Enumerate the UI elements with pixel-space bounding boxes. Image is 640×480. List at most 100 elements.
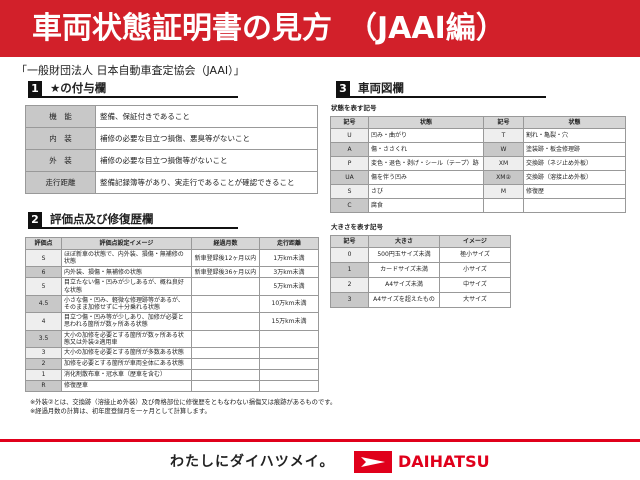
- row-text: 補修の必要な目立つ損傷等がないこと: [95, 149, 318, 172]
- score: 1: [25, 368, 62, 381]
- column-header: 記号: [483, 116, 524, 129]
- column-header: 状態: [368, 116, 484, 129]
- table-row: 外 装補修の必要な目立つ損傷等がないこと: [25, 149, 318, 172]
- right-column: 3 車両図欄 状態を表す記号 記号 状態 記号 状態 U 凹み・曲がり T 割れ・亀裂・穴 A 傷・…: [330, 80, 626, 308]
- symbol: 0: [330, 247, 369, 263]
- size: カードサイズ未満: [368, 262, 440, 278]
- header-row: 記号 大きさ イメージ: [330, 235, 511, 248]
- table-row: 1 カードサイズ未満 小サイズ: [330, 262, 511, 278]
- table-row: 2 加修を必要とする箇所が車両全体にある状態: [25, 357, 319, 370]
- mileage: [259, 357, 319, 370]
- table-row: UA 傷を伴う凹み XM② 交換跡（溶接止め外板）: [330, 170, 626, 185]
- months: [191, 277, 260, 296]
- size-label: 大きさを表す記号: [331, 223, 383, 231]
- image: 極小サイズ: [439, 247, 511, 263]
- condition: 塗装跡・板金修理跡: [523, 142, 626, 157]
- image: 小サイズ: [439, 262, 511, 278]
- daihatsu-emblem-icon: [354, 451, 392, 473]
- row-label: 走行距離: [25, 171, 96, 194]
- symbol: T: [483, 128, 524, 143]
- symbol: 2: [330, 277, 369, 293]
- table-row: S ほぼ新車の状態で、内外装、損傷・無補修の状態 新車登録後12ヶ月以内 1万km未満: [25, 248, 319, 268]
- symbol: M: [483, 184, 524, 199]
- table-row: A 傷・ささくれ W 塗装跡・板金修理跡: [330, 142, 626, 157]
- symbol: C: [330, 198, 369, 213]
- table-row: 2 A4サイズ未満 中サイズ: [330, 277, 511, 293]
- column-header: 記号: [330, 116, 369, 129]
- organization-name: 「一般財団法人 日本自動車査定協会（JAAI）」: [16, 64, 245, 77]
- mileage: [259, 379, 319, 392]
- score: R: [25, 379, 62, 392]
- table-row: 5 目立たない傷・凹みが少しあるが、概ね良好な状態 5万km未満: [25, 277, 319, 296]
- months: [191, 368, 260, 381]
- score: 3: [25, 346, 62, 359]
- column-header: 記号: [330, 235, 369, 248]
- section1-heading: 1 ★の付与欄: [28, 80, 238, 98]
- condition: 変色・退色・剥げ・シール（テープ）跡: [368, 156, 484, 171]
- table-row: U 凹み・曲がり T 割れ・亀裂・穴: [330, 128, 626, 143]
- header-row: 記号 状態 記号 状態: [330, 116, 626, 129]
- symbol: UA: [330, 170, 369, 185]
- row-label: 外 装: [25, 149, 96, 172]
- section-title: ★の付与欄: [50, 81, 107, 95]
- condition: [523, 198, 626, 213]
- note: ※外装②とは、交換跡（溶接止め外装）及び骨格部位に修復歴をともなわない損傷又は痕…: [30, 398, 337, 406]
- header-row: 評価点 評価点設定イメージ 経過月数 走行距離: [25, 237, 319, 250]
- section-number: 3: [336, 80, 350, 96]
- condition: 割れ・亀裂・穴: [523, 128, 626, 143]
- section2-heading: 2 評価点及び修復歴欄: [28, 211, 238, 229]
- mileage: [259, 329, 319, 348]
- condition: 傷を伴う凹み: [368, 170, 484, 185]
- left-column: 1 ★の付与欄 機 能整備、保証付きであること内 装補修の必要な目立つ損傷、悪臭等…: [25, 80, 336, 416]
- table-row: 走行距離 整備記録簿等があり、実走行であることが確認できること: [25, 171, 318, 194]
- description: 目立たない傷・凹みが少しあるが、概ね良好な状態: [61, 277, 192, 296]
- table-row: 内 装補修の必要な目立つ損傷、悪臭等がないこと: [25, 127, 318, 150]
- mileage: [259, 346, 319, 359]
- symbol: XM: [483, 156, 524, 171]
- condition-table: 記号 状態 記号 状態 U 凹み・曲がり T 割れ・亀裂・穴 A 傷・ささくれ W 塗装跡・板金修理跡…: [330, 116, 626, 213]
- table-row: 4.5 小さな傷・凹み、軽微な修理跡等があるが、そのまま加修せずに十分乗れる状態 1…: [25, 294, 319, 314]
- table-row: 3 A4サイズを超えたもの 大サイズ: [330, 292, 511, 308]
- mileage: 3万km未満: [259, 266, 319, 279]
- symbol: XM②: [483, 170, 524, 185]
- notes: ※外装②とは、交換跡（溶接止め外装）及び骨格部位に修復歴をともなわない損傷又は痕…: [30, 398, 620, 416]
- description: 小さな傷・凹み、軽微な修理跡等があるが、そのまま加修せずに十分乗れる状態: [61, 294, 192, 314]
- row-text: 整備記録簿等があり、実走行であることが確認できること: [95, 171, 318, 194]
- months: [191, 379, 260, 392]
- size-table: 記号 大きさ イメージ 0 500円玉サイズ未満 極小サイズ 1 カードサイズ未満 小サイズ 2 A…: [330, 235, 511, 308]
- table-row: R 修復歴車: [25, 379, 319, 392]
- note: ※経過月数の計算は、初年度登録月を一ヶ月として計算します。: [30, 407, 211, 415]
- row-label: 内 装: [25, 127, 96, 150]
- symbol: S: [330, 184, 369, 199]
- description: 目立つ傷・凹み等が少しあり、加修が必要と思われる箇所が数ヶ所ある状態: [61, 312, 192, 331]
- section-number: 2: [28, 211, 42, 227]
- column-header: 評価点: [25, 237, 62, 250]
- page-title: 車両状態証明書の見方 （JAAI編）: [0, 0, 640, 57]
- description: ほぼ新車の状態で、内外装、損傷・無補修の状態: [61, 248, 192, 268]
- table-row: P 変色・退色・剥げ・シール（テープ）跡 XM 交換跡（ネジ止め外板）: [330, 156, 626, 171]
- description: 加修を必要とする箇所が車両全体にある状態: [61, 357, 192, 370]
- condition: 凹み・曲がり: [368, 128, 484, 143]
- condition: 傷・ささくれ: [368, 142, 484, 157]
- column-header: 経過月数: [191, 237, 260, 250]
- months: [191, 312, 260, 331]
- description: 大小の加修を必要とする箇所が数ヶ所ある状態又は外装②適用車: [61, 329, 192, 348]
- size: A4サイズ未満: [368, 277, 440, 293]
- table-row: S さび M 修復歴: [330, 184, 626, 199]
- size: A4サイズを超えたもの: [368, 292, 440, 308]
- symbol: A: [330, 142, 369, 157]
- table-row: 4 目立つ傷・凹み等が少しあり、加修が必要と思われる箇所が数ヶ所ある状態 15万km…: [25, 312, 319, 331]
- table-row: 3.5 大小の加修を必要とする箇所が数ヶ所ある状態又は外装②適用車: [25, 329, 319, 348]
- condition: 修復歴: [523, 184, 626, 199]
- row-text: 補修の必要な目立つ損傷、悪臭等がないこと: [95, 127, 318, 150]
- description: 消化剤散布車・冠水車（歴車を含む）: [61, 368, 192, 381]
- column-header: イメージ: [439, 235, 511, 248]
- section3-heading: 3 車両図欄: [336, 80, 546, 98]
- description: 大小の加修を必要とする箇所が多数ある状態: [61, 346, 192, 359]
- mileage: [259, 368, 319, 381]
- score: 4: [25, 312, 62, 331]
- footer-divider: [0, 439, 640, 442]
- table-row: 6 内外装、損傷・無補修の状態 新車登録後36ヶ月以内 3万km未満: [25, 266, 319, 279]
- section-title: 評価点及び修復歴欄: [50, 212, 154, 226]
- condition: さび: [368, 184, 484, 199]
